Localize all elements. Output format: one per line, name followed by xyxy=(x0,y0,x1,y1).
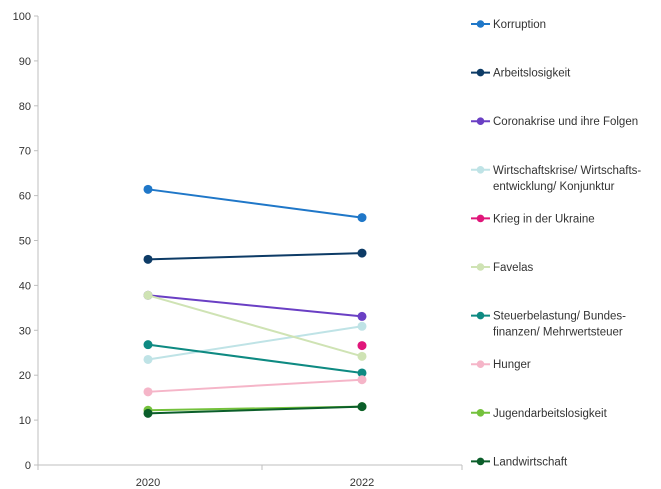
y-tick-label: 40 xyxy=(19,280,31,292)
data-point xyxy=(357,368,367,378)
legend-item: Hunger xyxy=(471,359,531,371)
legend-item: Wirtschaftskrise/ Wirtschafts-entwicklun… xyxy=(471,165,641,193)
series-coronakrise-und-ihre-folgen xyxy=(143,290,367,321)
data-point xyxy=(357,351,367,361)
legend-swatch-marker xyxy=(476,409,485,417)
series-arbeitslosigkeit xyxy=(143,248,367,264)
legend-label: Coronakrise und ihre Folgen xyxy=(493,116,638,128)
data-point xyxy=(357,321,367,331)
y-axis: 0 10 20 30 40 50 60 70 80 90 100 xyxy=(13,11,39,472)
y-tick-label: 50 xyxy=(19,236,31,248)
legend-swatch-marker xyxy=(476,263,485,271)
data-point xyxy=(143,354,153,364)
data-point xyxy=(357,311,367,321)
y-tick-label: 80 xyxy=(19,101,31,113)
legend-label: Arbeitslosigkeit xyxy=(493,68,571,80)
y-tick-label: 100 xyxy=(13,11,31,23)
data-point xyxy=(357,248,367,258)
series-lines xyxy=(143,184,367,418)
series-line xyxy=(147,325,363,361)
data-point xyxy=(357,375,367,385)
legend-label: Hunger xyxy=(493,359,531,371)
y-tick-label: 70 xyxy=(19,146,31,158)
legend-label: Wirtschaftskrise/ Wirtschafts-entwicklun… xyxy=(493,165,641,193)
legend-swatch-marker xyxy=(476,311,485,320)
x-axis: 2020 2022 xyxy=(37,464,463,489)
data-point xyxy=(357,402,367,412)
legend-swatch-marker xyxy=(476,214,485,223)
series-line xyxy=(147,188,363,219)
legend-swatch-marker xyxy=(476,20,485,28)
legend-item: Jugendarbeitslosigkeit xyxy=(471,408,608,420)
y-tick-label: 60 xyxy=(19,191,31,203)
legend-swatch-marker xyxy=(476,166,485,174)
data-point xyxy=(143,408,153,418)
legend-item: Korruption xyxy=(471,19,546,31)
series-line xyxy=(147,405,363,415)
series-landwirtschaft xyxy=(143,402,367,418)
y-tick-label: 0 xyxy=(25,460,31,472)
series-favelas xyxy=(143,290,367,361)
data-point xyxy=(143,184,153,194)
series-line xyxy=(147,343,363,374)
data-point xyxy=(143,254,153,264)
series-krieg-in-der-ukraine xyxy=(357,341,367,351)
legend-label: Steuerbelastung/ Bundes-finanzen/ Mehrwe… xyxy=(493,311,626,339)
series-line xyxy=(147,378,363,393)
series-line xyxy=(147,294,363,358)
legend-item: Krieg in der Ukraine xyxy=(471,213,595,225)
data-point xyxy=(143,340,153,350)
legend-label: Landwirtschaft xyxy=(493,456,568,468)
series-wirtschaftskrise-wirtschafts-entwicklung-konjunktur xyxy=(143,321,367,364)
y-tick-label: 30 xyxy=(19,325,31,337)
legend-label: Krieg in der Ukraine xyxy=(493,213,595,225)
legend-label: Korruption xyxy=(493,19,546,31)
legend-label: Favelas xyxy=(493,262,534,274)
legend-swatch-marker xyxy=(476,117,485,125)
data-point xyxy=(357,213,367,223)
legend-item: Steuerbelastung/ Bundes-finanzen/ Mehrwe… xyxy=(471,311,626,339)
y-tick-label: 90 xyxy=(19,56,31,68)
legend-item: Coronakrise und ihre Folgen xyxy=(471,116,638,128)
data-point xyxy=(143,387,153,397)
series-line xyxy=(147,294,363,318)
legend-item: Landwirtschaft xyxy=(471,456,568,468)
legend: Korruption Arbeitslosigkeit Coronakrise un… xyxy=(471,19,641,468)
legend-swatch-marker xyxy=(476,68,485,77)
series-line xyxy=(147,252,363,261)
legend-swatch-marker xyxy=(476,360,485,369)
x-tick-label: 2022 xyxy=(350,477,374,489)
series-korruption xyxy=(143,184,367,223)
data-point xyxy=(143,290,153,300)
legend-item: Arbeitslosigkeit xyxy=(471,68,571,80)
series-hunger xyxy=(143,375,367,397)
legend-label: Jugendarbeitslosigkeit xyxy=(493,408,608,420)
legend-swatch-marker xyxy=(476,457,485,466)
legend-item: Favelas xyxy=(471,262,534,274)
y-tick-label: 20 xyxy=(19,370,31,382)
series-steuerbelastung-bundes-finanzen-mehrwertsteuer xyxy=(143,340,367,378)
data-point xyxy=(357,341,367,351)
x-tick-label: 2020 xyxy=(136,477,160,489)
y-tick-label: 10 xyxy=(19,415,31,427)
